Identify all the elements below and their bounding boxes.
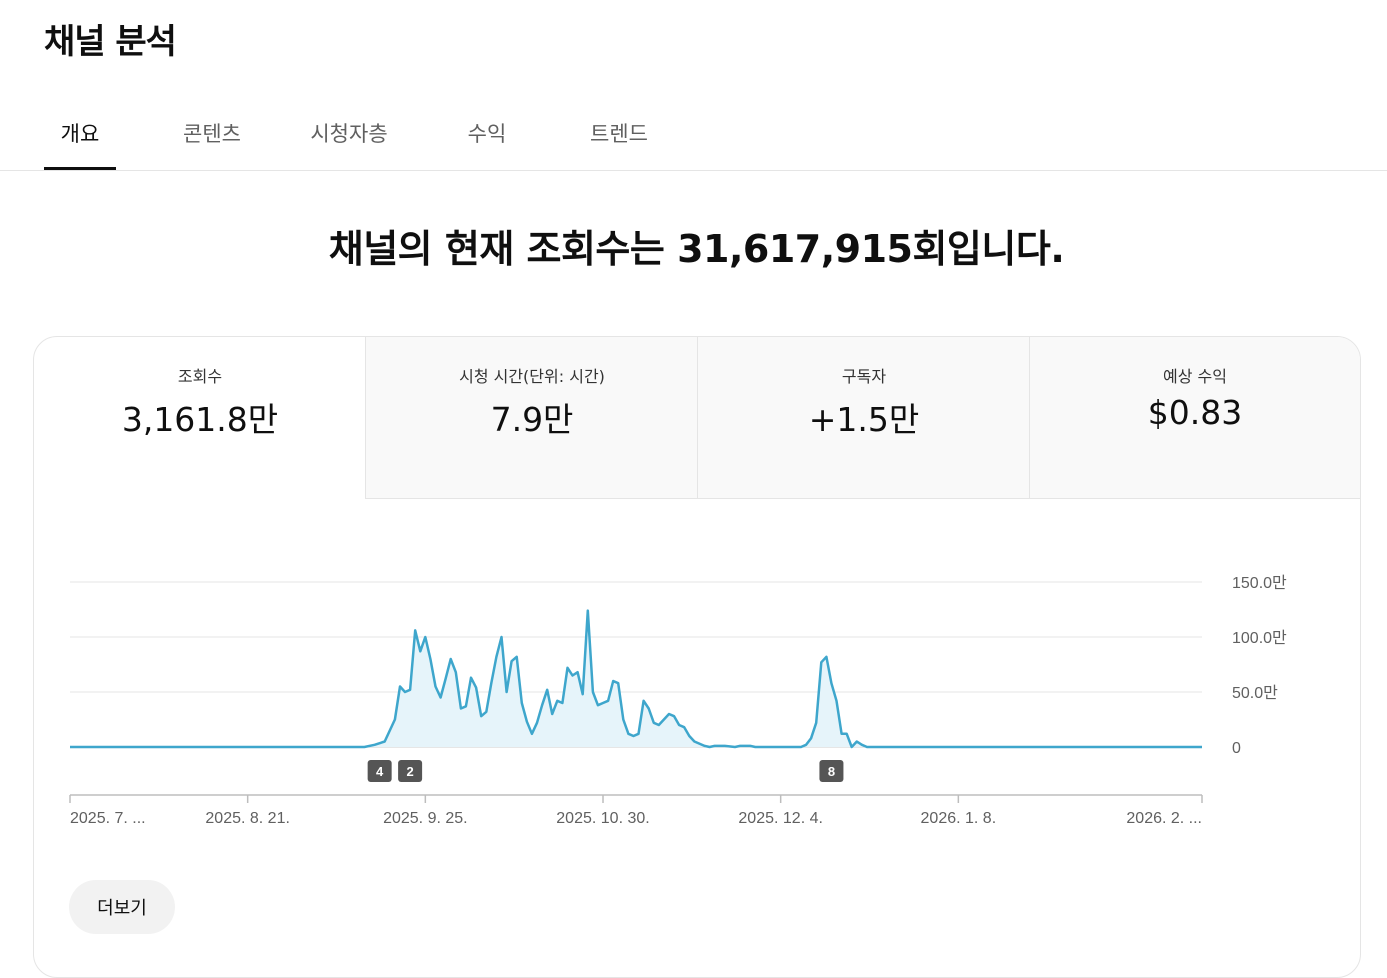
metric-value: +1.5만 (808, 400, 920, 439)
y-tick-label: 100.0만 (1232, 629, 1287, 647)
x-tick-label: 2026. 1. 8. (921, 810, 997, 827)
tab-audience[interactable]: 시청자층 (300, 118, 398, 170)
tab-label: 트렌드 (590, 122, 648, 146)
x-tick-label: 2025. 7. ... (70, 810, 146, 827)
x-tick-label: 2025. 8. 21. (205, 810, 290, 827)
metric-label: 조회수 (177, 367, 223, 386)
tab-overview[interactable]: 개요 (44, 118, 116, 170)
y-tick-label: 50.0만 (1232, 684, 1278, 702)
tab-revenue[interactable]: 수익 (456, 118, 518, 170)
event-marker-badge (367, 760, 392, 782)
x-tick-label: 2025. 9. 25. (383, 810, 468, 827)
event-marker-badge (398, 760, 423, 782)
event-marker-label: 8 (828, 764, 835, 779)
metric-value: 7.9만 (490, 400, 574, 439)
event-marker: 2 (398, 760, 423, 782)
event-marker-label: 2 (406, 764, 413, 779)
x-tick-label: 2025. 12. 4. (738, 810, 823, 827)
event-marker: 8 (819, 760, 844, 782)
metric-label: 시청 시간(단위: 시간) (459, 367, 605, 386)
x-tick-label: 2026. 2. ... (1126, 810, 1202, 827)
metric-label: 구독자 (841, 367, 887, 386)
y-tick-label: 0 (1232, 740, 1241, 757)
series-line (70, 609, 1202, 749)
metric-label: 예상 수익 (1163, 367, 1227, 386)
tab-trends[interactable]: 트렌드 (578, 118, 660, 170)
views-chart: 0 50.0만 100.0만 150.0만 4 2 8 2025. 7. ... 2025. 8… (69, 574, 1287, 827)
metric-estimated-revenue[interactable]: 예상 수익 $0.83 (1029, 337, 1360, 499)
tab-label: 시청자층 (310, 122, 388, 146)
metric-watch-time[interactable]: 시청 시간(단위: 시간) 7.9만 (365, 337, 698, 499)
metric-value: 3,161.8만 (121, 400, 279, 439)
tab-bar: 개요 콘텐츠 시청자층 수익 트렌드 (0, 104, 1387, 171)
tab-content[interactable]: 콘텐츠 (172, 118, 252, 170)
overview-card: 조회수 3,161.8만 시청 시간(단위: 시간) 7.9만 구독자 +1.5… (33, 336, 1361, 978)
active-tab-indicator (44, 167, 116, 170)
metric-views[interactable]: 조회수 3,161.8만 (34, 337, 366, 499)
headline-total-views: 채널의 현재 조회수는 31,617,915회입니다. (328, 227, 1065, 271)
tab-label: 수익 (467, 122, 507, 146)
event-marker: 4 (367, 760, 392, 782)
x-tick-label: 2025. 10. 30. (556, 810, 649, 827)
metric-subscribers[interactable]: 구독자 +1.5만 (697, 337, 1030, 499)
series-area (70, 610, 1202, 747)
event-marker-badge (819, 760, 844, 782)
event-marker-label: 4 (376, 764, 384, 779)
metric-value: $0.83 (1147, 393, 1243, 432)
page-title: 채널 분석 (44, 22, 177, 62)
more-button[interactable]: 더보기 (69, 880, 175, 934)
y-tick-label: 150.0만 (1232, 574, 1287, 592)
tab-label: 개요 (60, 122, 100, 146)
tab-label: 콘텐츠 (183, 122, 241, 146)
